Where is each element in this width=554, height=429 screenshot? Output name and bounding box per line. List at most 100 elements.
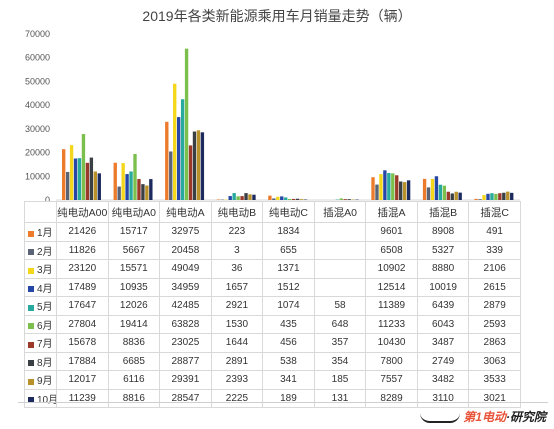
data-label: 12026 <box>107 296 161 316</box>
x-tick-label: 纯电动A <box>159 201 212 223</box>
x-tick-label: 纯电动A0 <box>107 201 161 223</box>
bar-8月-插混A0 <box>347 199 351 200</box>
data-label: 15717 <box>107 222 161 242</box>
y-tick-label: 50000 <box>25 76 50 86</box>
x-tick-label: 插混A0 <box>313 201 367 223</box>
data-label: 29391 <box>159 370 212 390</box>
data-label: 1530 <box>210 314 264 334</box>
legend-entry: 7月 <box>24 333 57 353</box>
bar-4月-插混C <box>486 193 490 200</box>
bar-6月-插混C <box>494 193 498 200</box>
data-label: 3 <box>210 240 264 260</box>
bar-1月-插混C <box>474 198 478 200</box>
data-label <box>313 277 367 297</box>
bar-1月-纯电动A <box>165 121 169 200</box>
bar-8月-纯电动B <box>244 193 248 200</box>
data-label: 2393 <box>210 370 264 390</box>
data-label: 36 <box>210 259 264 279</box>
data-label: 2106 <box>468 259 521 279</box>
legend-swatch <box>28 341 34 348</box>
legend-swatch <box>28 378 34 385</box>
table-header-row: 纯电动A00 纯电动A0 纯电动A 纯电动B 纯电动C 插混A0 插混A 插混B 插混C <box>24 201 521 223</box>
legend-label: 3月 <box>37 265 53 277</box>
legend-label: 6月 <box>37 320 53 332</box>
bar-2月-纯电动A <box>169 151 173 200</box>
legend-entry: 10月 <box>24 388 57 408</box>
bar-4月-插混A <box>383 170 387 200</box>
data-label: 23025 <box>159 333 212 353</box>
legend-entry: 3月 <box>24 259 57 279</box>
x-tick-label: 插混C <box>468 201 521 223</box>
data-label: 655 <box>262 240 315 260</box>
bar-9月-插混C <box>506 191 510 200</box>
bar-5月-插混A <box>387 172 391 200</box>
bar-3月-插混A <box>379 174 383 200</box>
legend-entry: 8月 <box>24 351 57 371</box>
data-label: 21426 <box>56 222 109 242</box>
data-label: 185 <box>313 370 367 390</box>
bar-3月-插混C <box>482 195 486 200</box>
table-row: 4月 17489 10935 34959 1657 1512 12514 10019 2615 <box>24 277 521 297</box>
data-label: 2879 <box>468 296 521 316</box>
chart-plot: 0 10000 20000 30000 40000 50000 60000 70000 <box>25 29 520 201</box>
data-label: 8289 <box>365 388 418 408</box>
bar-9月-插混B <box>454 191 458 200</box>
data-label: 6685 <box>107 351 161 371</box>
data-label: 28547 <box>159 388 212 408</box>
bar-8月-插混C <box>502 192 506 200</box>
bar-3月-纯电动A0 <box>121 163 125 200</box>
data-label: 2749 <box>416 351 470 371</box>
bar-6月-插混A <box>391 173 395 200</box>
bar-10月-纯电动A0 <box>149 179 153 200</box>
data-label: 3110 <box>416 388 470 408</box>
bar-group <box>62 48 514 200</box>
data-label: 7800 <box>365 351 418 371</box>
bar-8月-纯电动C <box>295 198 300 200</box>
data-label: 42485 <box>159 296 212 316</box>
data-label: 10019 <box>416 277 470 297</box>
data-label: 3021 <box>468 388 521 408</box>
data-label: 8836 <box>107 333 161 353</box>
bar-8月-纯电动A0 <box>141 184 145 200</box>
bar-8月-插混B <box>450 193 454 200</box>
data-label: 2921 <box>210 296 264 316</box>
bar-5月-纯电动C <box>284 197 288 200</box>
data-label: 1644 <box>210 333 264 353</box>
x-tick-label: 插混B <box>416 201 470 223</box>
bar-5月-纯电动A00 <box>77 158 82 200</box>
bar-10月-纯电动B <box>252 194 256 200</box>
logo-separator: · <box>505 410 510 424</box>
data-label: 2593 <box>468 314 521 334</box>
data-label: 20458 <box>159 240 212 260</box>
bar-1月-插混A <box>371 177 375 200</box>
data-label: 2225 <box>210 388 264 408</box>
bar-1月-纯电动A0 <box>113 162 117 200</box>
data-label: 491 <box>468 222 521 242</box>
legend-label: 2月 <box>37 246 53 258</box>
bar-6月-纯电动A0 <box>133 153 137 200</box>
y-tick-label: 10000 <box>25 171 50 181</box>
bar-2月-纯电动A00 <box>65 171 70 200</box>
bar-6月-纯电动B <box>236 196 240 200</box>
table-row: 7月 15678 8836 23025 1644 456 357 10430 3487 2863 <box>24 333 521 353</box>
data-label: 6508 <box>365 240 418 260</box>
data-label: 34959 <box>159 277 212 297</box>
bar-9月-插混A <box>402 182 407 200</box>
data-label: 58 <box>313 296 367 316</box>
data-label: 3482 <box>416 370 470 390</box>
bar-5月-插混C <box>490 193 494 200</box>
chart-title: 2019年各类新能源乘用车月销量走势（辆） <box>142 8 412 24</box>
data-label: 1657 <box>210 277 264 297</box>
legend-label: 7月 <box>37 339 53 351</box>
bar-3月-纯电动A00 <box>69 145 74 200</box>
data-label <box>313 259 367 279</box>
data-label: 1371 <box>262 259 315 279</box>
y-tick-label: 30000 <box>25 124 50 134</box>
data-label: 32975 <box>159 222 212 242</box>
y-tick-label: 0 <box>45 195 50 201</box>
data-label: 2891 <box>210 351 264 371</box>
table-row: 1月 21426 15717 32975 223 1834 9601 8908 491 <box>24 222 521 242</box>
data-label: 17489 <box>56 277 109 297</box>
data-label: 357 <box>313 333 367 353</box>
data-label: 1512 <box>262 277 315 297</box>
